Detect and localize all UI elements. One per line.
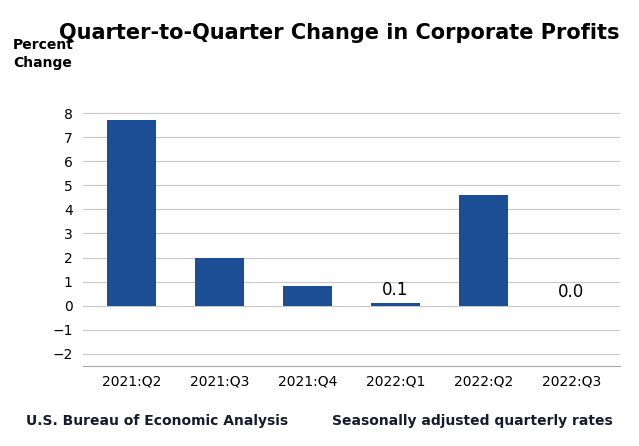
Text: Change: Change — [13, 56, 72, 70]
Text: 0.1: 0.1 — [382, 281, 408, 299]
Bar — [107, 120, 156, 306]
Bar — [459, 195, 507, 306]
Text: Percent: Percent — [13, 38, 73, 52]
Text: U.S. Bureau of Economic Analysis: U.S. Bureau of Economic Analysis — [26, 414, 288, 428]
Text: Quarter-to-Quarter Change in Corporate Profits: Quarter-to-Quarter Change in Corporate P… — [59, 23, 620, 43]
Bar — [283, 286, 332, 306]
Bar — [371, 303, 420, 306]
Text: Seasonally adjusted quarterly rates: Seasonally adjusted quarterly rates — [332, 414, 613, 428]
Bar — [196, 257, 243, 306]
Text: 0.0: 0.0 — [558, 283, 585, 301]
